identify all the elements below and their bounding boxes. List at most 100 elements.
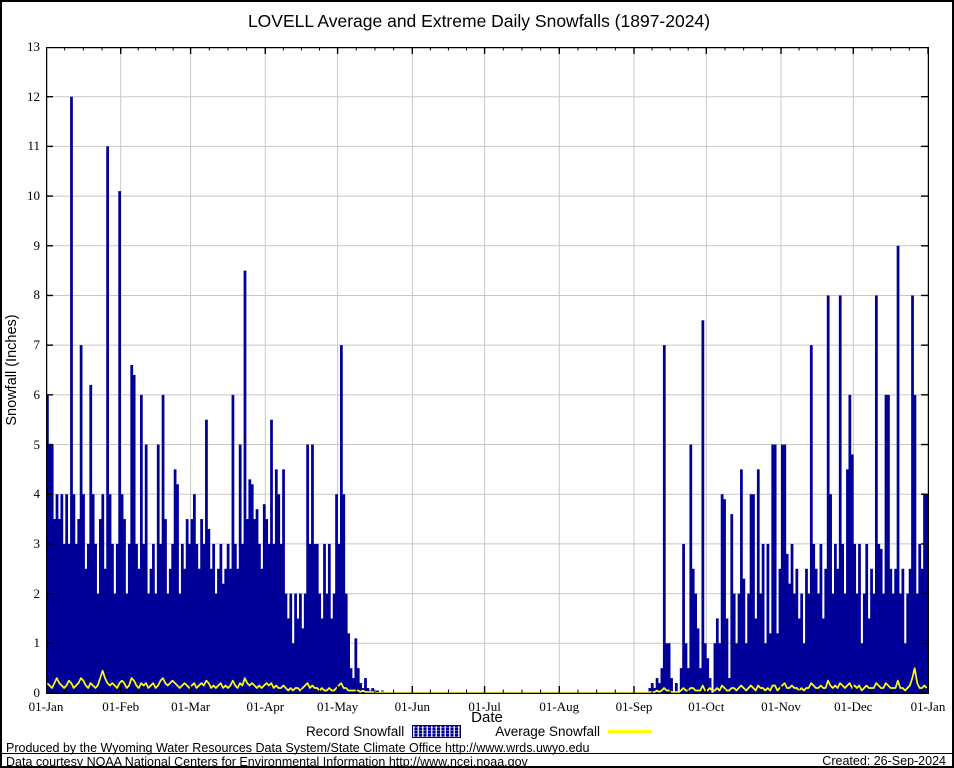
record-snowfall-bar xyxy=(364,678,367,693)
record-snowfall-bar xyxy=(918,543,922,693)
record-snowfall-bar xyxy=(282,469,285,693)
record-snowfall-bar xyxy=(761,543,765,693)
record-snowfall-bar xyxy=(727,678,731,693)
record-snowfall-bar xyxy=(123,519,126,693)
record-snowfall-bar xyxy=(797,618,801,693)
record-snowfall-bar xyxy=(781,444,784,693)
record-snowfall-bar xyxy=(706,658,710,693)
record-snowfall-bar xyxy=(171,543,175,693)
record-snowfall-bar xyxy=(809,345,813,693)
record-snowfall-bar xyxy=(260,568,264,693)
record-snowfall-bar xyxy=(901,568,905,693)
record-snowfall-bar xyxy=(318,593,322,693)
record-snowfall-bar xyxy=(270,419,273,693)
x-tick-label: 01-Mar xyxy=(171,699,211,714)
y-tick-label: 8 xyxy=(33,287,41,303)
record-snowfall-bar xyxy=(802,643,806,693)
record-snowfall-bar xyxy=(858,543,861,693)
data-courtesy-text: Data courtesy NOAA National Centers for … xyxy=(6,755,528,768)
record-snowfall-bar xyxy=(132,374,136,693)
record-snowfall-bar xyxy=(219,543,223,693)
record-snowfall-bar xyxy=(903,643,907,693)
record-snowfall-bar xyxy=(212,543,216,693)
x-tick-label: 01-May xyxy=(316,699,359,714)
record-snowfall-bar xyxy=(725,618,729,693)
record-snowfall-bar xyxy=(376,690,379,693)
record-snowfall-bar xyxy=(286,618,290,693)
x-tick-label: 01-Jan xyxy=(910,699,946,714)
record-snowfall-bar xyxy=(831,593,835,693)
y-tick-label: 3 xyxy=(33,535,41,551)
record-snowfall-bar xyxy=(48,444,52,693)
record-snowfall-bar xyxy=(855,593,859,693)
record-snowfall-bar xyxy=(342,494,346,693)
y-tick-label: 2 xyxy=(33,585,41,601)
record-snowfall-bar xyxy=(648,688,652,693)
record-snowfall-bar xyxy=(829,494,832,693)
record-snowfall-bar xyxy=(660,668,664,693)
record-snowfall-bar xyxy=(699,668,702,693)
record-snowfall-bar xyxy=(735,643,738,693)
y-tick-label: 4 xyxy=(33,486,41,502)
average-snowfall-legend-label: Average Snowfall xyxy=(495,724,601,739)
record-snowfall-bar xyxy=(744,643,748,693)
record-snowfall-bar xyxy=(188,543,191,693)
record-snowfall-bar xyxy=(834,543,837,693)
record-snowfall-bar xyxy=(865,543,869,693)
record-snowfall-bar xyxy=(299,593,302,693)
record-snowfall-bar xyxy=(70,96,73,693)
record-snowfall-bar xyxy=(354,638,358,693)
record-snowfall-bar xyxy=(915,593,919,693)
record-snowfall-bar xyxy=(696,628,700,693)
y-tick-label: 10 xyxy=(27,188,40,204)
record-snowfall-bar xyxy=(111,543,114,693)
record-snowfall-bar xyxy=(246,519,249,693)
record-snowfall-bar xyxy=(253,519,257,693)
record-snowfall-bar xyxy=(848,394,852,693)
record-snowfall-bar xyxy=(161,394,165,693)
record-snowfall-bar xyxy=(205,419,208,693)
record-snowfall-bar xyxy=(77,519,81,693)
record-snowfall-bar xyxy=(332,593,336,693)
record-snowfall-bar xyxy=(344,593,348,693)
record-snowfall-bar xyxy=(679,668,683,693)
record-snowfall-bar xyxy=(294,593,297,693)
y-tick-label: 0 xyxy=(33,685,41,700)
y-tick-label: 13 xyxy=(27,39,40,54)
record-snowfall-bar xyxy=(91,494,95,693)
record-snowfall-bar xyxy=(86,543,90,693)
y-tick-label: 6 xyxy=(33,386,41,402)
record-snowfall-bar xyxy=(689,444,693,693)
record-snowfall-bar xyxy=(101,494,105,693)
record-snowfall-bar xyxy=(889,568,893,693)
record-snowfall-bar xyxy=(701,320,705,693)
record-snowfall-bar xyxy=(233,543,237,693)
record-snowfall-bar xyxy=(352,678,355,693)
record-snowfall-bar xyxy=(766,543,770,693)
record-snowfall-bar xyxy=(325,593,329,693)
record-snowfall-bar xyxy=(826,295,830,693)
y-axis-title: Snowfall (Inches) xyxy=(4,314,20,426)
record-snowfall-bar xyxy=(53,519,56,693)
record-snowfall-bar xyxy=(108,494,112,693)
y-tick-label: 11 xyxy=(27,138,40,154)
record-snowfall-bar xyxy=(359,683,363,693)
record-snowfall-bar xyxy=(156,444,160,693)
record-snowfall-bar xyxy=(113,593,117,693)
record-snowfall-bar xyxy=(327,543,331,693)
record-snowfall-bar xyxy=(667,643,671,693)
record-snowfall-bar xyxy=(718,643,722,693)
record-snowfall-bar xyxy=(713,643,717,693)
x-tick-label: 01-Oct xyxy=(688,699,725,714)
record-snowfall-bar xyxy=(650,683,654,693)
record-snowfall-bar xyxy=(691,568,695,693)
record-snowfall-bar xyxy=(853,543,857,693)
record-snowfall-bar xyxy=(658,683,661,693)
producer-credit-text: Produced by the Wyoming Water Resources … xyxy=(6,741,590,755)
record-snowfall-bar xyxy=(908,568,912,693)
record-snowfall-bar xyxy=(708,678,712,693)
record-snowfall-bar xyxy=(289,593,293,693)
record-snowfall-bar xyxy=(236,568,240,693)
record-snowfall-bar xyxy=(655,678,659,693)
